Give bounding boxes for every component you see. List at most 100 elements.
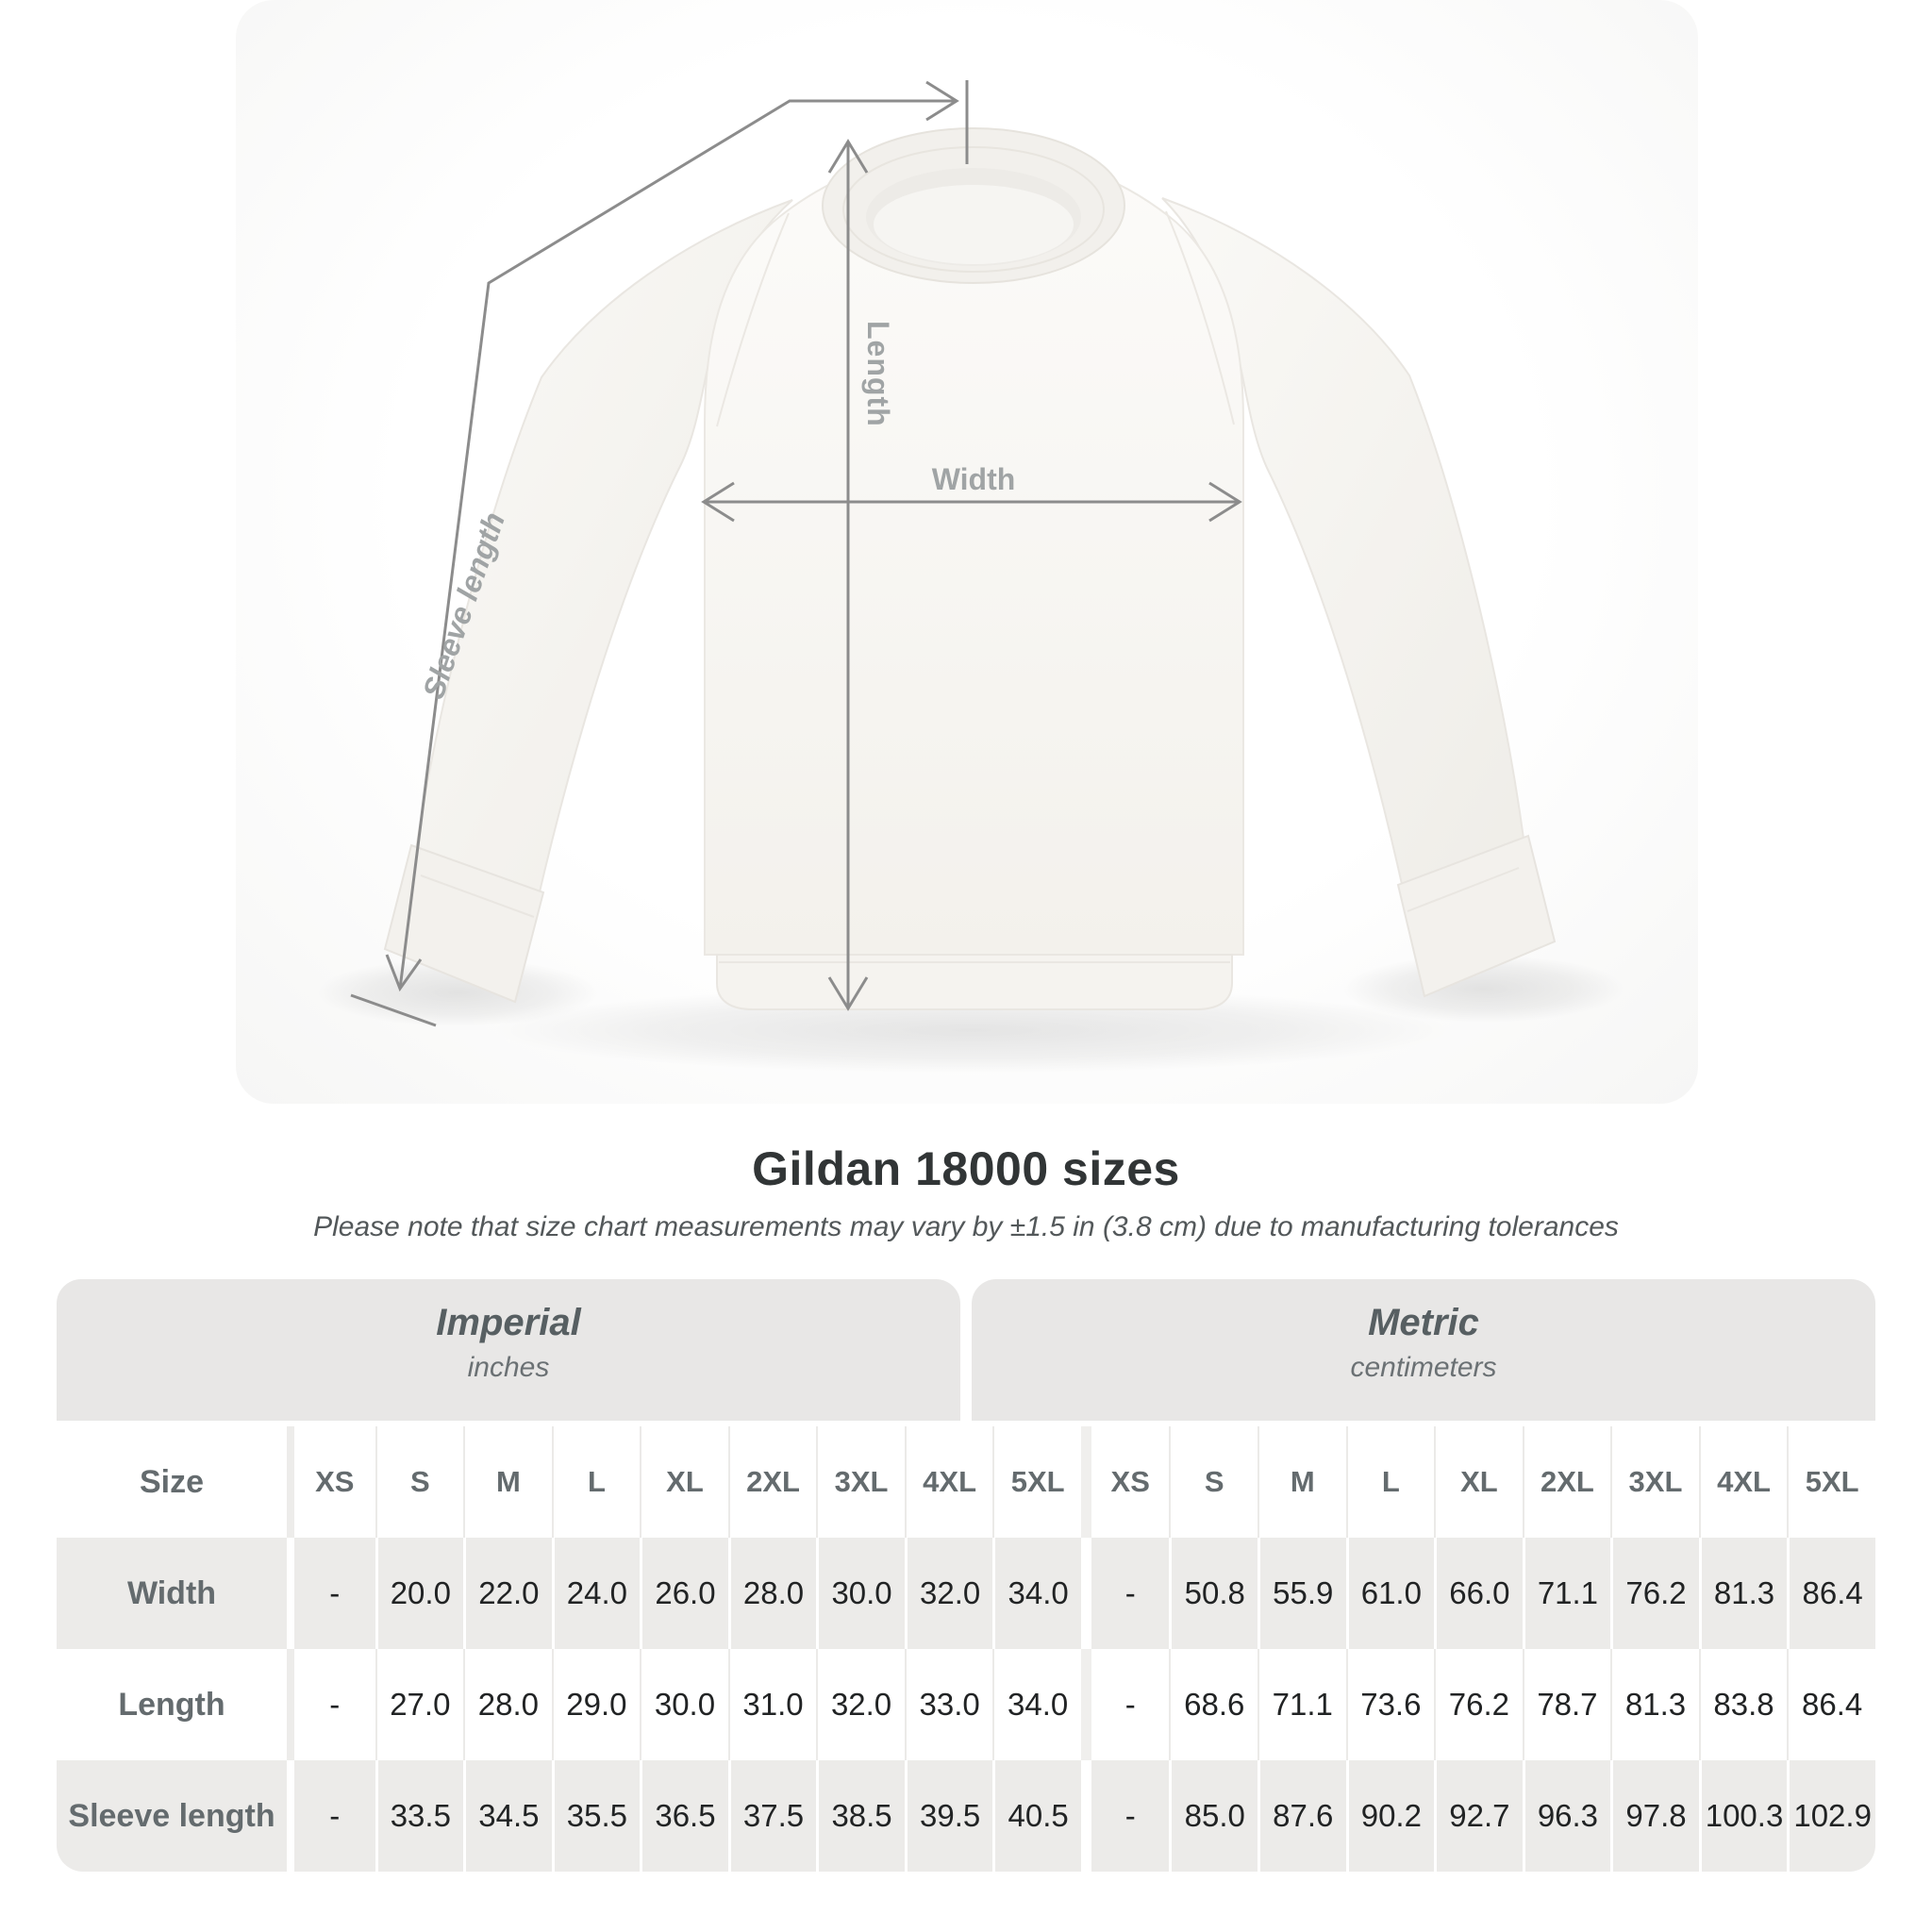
sweatshirt-image xyxy=(383,127,1557,1010)
size-col-header: 2XL xyxy=(727,1426,817,1538)
measurement-cell: 36.5 xyxy=(640,1760,728,1872)
measurement-cell: 102.9 xyxy=(1787,1760,1875,1872)
measurement-cell: 24.0 xyxy=(551,1538,641,1649)
measurement-cell: 30.0 xyxy=(640,1649,728,1760)
measurement-cell: 87.6 xyxy=(1257,1760,1346,1872)
measurement-cell: 32.0 xyxy=(904,1538,993,1649)
size-header-cell: Size xyxy=(57,1426,287,1538)
table-row-length: Length -27.0 28.0 29.0 30.0 31.0 32.0 33.0 34.0-… xyxy=(57,1649,1875,1760)
left-shoulder-seam xyxy=(716,212,790,427)
measurement-cell: 26.0 xyxy=(640,1538,728,1649)
size-col-header: 4XL xyxy=(1698,1426,1788,1538)
size-table: Imperial inches Metric centimeters Size X… xyxy=(57,1279,1875,1872)
measurement-cell: 39.5 xyxy=(904,1760,993,1872)
table-row-sleeve-length: Sleeve length -33.5 34.5 35.5 36.5 37.5 38.5 39… xyxy=(57,1760,1875,1872)
row-label: Width xyxy=(57,1538,287,1649)
measurement-cell: 33.5 xyxy=(375,1760,464,1872)
imperial-band: Imperial inches xyxy=(57,1279,960,1421)
size-col-header: S xyxy=(1169,1426,1258,1538)
size-col-header: 2XL xyxy=(1522,1426,1611,1538)
width-arrow xyxy=(701,481,1242,523)
size-col-header: 3XL xyxy=(816,1426,905,1538)
measurement-cell: 85.0 xyxy=(1169,1760,1258,1872)
measurement-cell: 71.1 xyxy=(1257,1649,1346,1760)
sweatshirt-diagram xyxy=(317,80,1624,1074)
right-shoulder-seam xyxy=(1165,210,1235,425)
measurement-cell: 73.6 xyxy=(1345,1649,1435,1760)
measurement-cell: 92.7 xyxy=(1434,1760,1523,1872)
length-arrow xyxy=(827,139,869,1011)
measurement-cell: 86.4 xyxy=(1787,1649,1875,1760)
left-cuff xyxy=(383,843,545,1004)
measurement-cell: 34.0 xyxy=(992,1538,1081,1649)
measurement-cell: 27.0 xyxy=(375,1649,464,1760)
measurement-cell: - xyxy=(287,1538,375,1649)
measurement-cell: 78.7 xyxy=(1522,1649,1611,1760)
measurement-cell: 68.6 xyxy=(1169,1649,1258,1760)
measurement-cell: 34.0 xyxy=(992,1649,1081,1760)
size-col-header: L xyxy=(1345,1426,1435,1538)
metric-band-unit: centimeters xyxy=(1350,1352,1497,1383)
measurement-cell: 22.0 xyxy=(463,1538,552,1649)
measurement-cell: 81.3 xyxy=(1610,1649,1699,1760)
size-header-row: Size XS S M L XL 2XL 3XL 4XL 5XL XS S M L XL 2XL 3XL 4XL 5… xyxy=(57,1426,1875,1538)
measurements-table: Size XS S M L XL 2XL 3XL 4XL 5XL XS S M L XL 2XL 3XL 4XL 5… xyxy=(57,1426,1875,1872)
measurement-cell: 28.0 xyxy=(727,1538,817,1649)
measurement-cell: 38.5 xyxy=(816,1760,905,1872)
measurement-cell: 76.2 xyxy=(1434,1649,1523,1760)
measurement-cell: 71.1 xyxy=(1522,1538,1611,1649)
measurement-cell: 31.0 xyxy=(727,1649,817,1760)
measurement-cell: 37.5 xyxy=(727,1760,817,1872)
measurement-cell: 35.5 xyxy=(551,1760,641,1872)
measurement-cell: 81.3 xyxy=(1698,1538,1788,1649)
measurement-cell: 29.0 xyxy=(551,1649,641,1760)
page-title: Gildan 18000 sizes xyxy=(752,1142,1180,1195)
measurement-cell: 83.8 xyxy=(1698,1649,1788,1760)
measurement-cell: 90.2 xyxy=(1345,1760,1435,1872)
measurement-cell: - xyxy=(1080,1760,1170,1872)
table-row-width: Width -20.0 22.0 24.0 26.0 28.0 30.0 32.0 34.0-5… xyxy=(57,1538,1875,1649)
right-cuff xyxy=(1396,834,1557,998)
size-col-header: 5XL xyxy=(992,1426,1081,1538)
measurement-cell: 34.5 xyxy=(463,1760,552,1872)
measurement-cell: 32.0 xyxy=(816,1649,905,1760)
size-col-header: XL xyxy=(640,1426,728,1538)
measurement-cell: - xyxy=(1080,1538,1170,1649)
size-col-header: S xyxy=(375,1426,464,1538)
size-col-header: XS xyxy=(1080,1426,1170,1538)
measurement-cell: 50.8 xyxy=(1169,1538,1258,1649)
imperial-band-title: Imperial xyxy=(436,1302,581,1343)
unit-group-header: Imperial inches Metric centimeters xyxy=(57,1279,1875,1421)
measurement-cell: 33.0 xyxy=(904,1649,993,1760)
size-col-header: M xyxy=(1257,1426,1346,1538)
row-label: Sleeve length xyxy=(57,1760,287,1872)
measurement-cell: 96.3 xyxy=(1522,1760,1611,1872)
measurement-cell: 97.8 xyxy=(1610,1760,1699,1872)
measurement-cell: 66.0 xyxy=(1434,1538,1523,1649)
metric-band-title: Metric xyxy=(1368,1302,1479,1343)
measurement-cell: 55.9 xyxy=(1257,1538,1346,1649)
measurement-cell: 40.5 xyxy=(992,1760,1081,1872)
size-col-header: 5XL xyxy=(1787,1426,1875,1538)
width-dimension-label: Width xyxy=(931,462,1016,496)
sweatshirt-hem-band xyxy=(716,954,1233,1010)
sleeve-length-arrow xyxy=(350,80,969,1027)
measurement-cell: 28.0 xyxy=(463,1649,552,1760)
measurement-cell: 61.0 xyxy=(1345,1538,1435,1649)
size-col-header: 4XL xyxy=(904,1426,993,1538)
metric-band: Metric centimeters xyxy=(972,1279,1875,1421)
measurement-cell: 86.4 xyxy=(1787,1538,1875,1649)
size-col-header: XL xyxy=(1434,1426,1523,1538)
measurement-cell: 100.3 xyxy=(1698,1760,1788,1872)
length-dimension-label: Length xyxy=(861,321,895,427)
size-col-header: L xyxy=(551,1426,641,1538)
measurement-cell: - xyxy=(1080,1649,1170,1760)
measurement-cell: 20.0 xyxy=(375,1538,464,1649)
page-subtitle: Please note that size chart measurements… xyxy=(313,1211,1619,1242)
size-col-header: XS xyxy=(287,1426,375,1538)
measurement-cell: - xyxy=(287,1760,375,1872)
measurement-cell: 30.0 xyxy=(816,1538,905,1649)
row-label: Length xyxy=(57,1649,287,1760)
left-cuff-seam xyxy=(420,874,535,918)
